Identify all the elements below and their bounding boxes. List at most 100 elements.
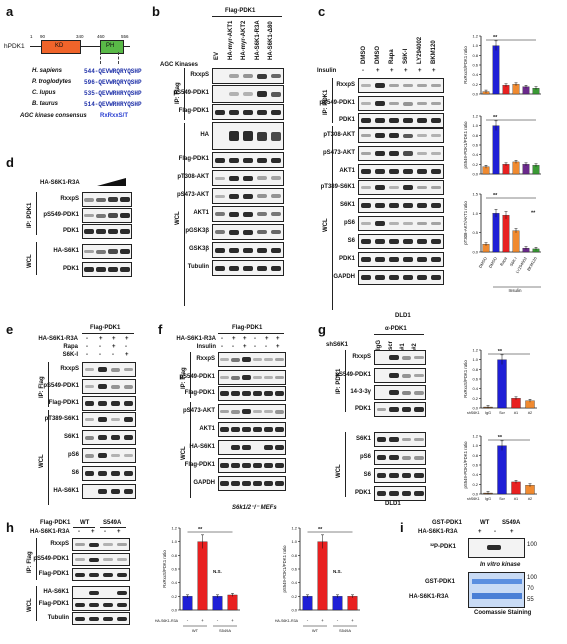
blot-band	[242, 391, 251, 396]
blot-row-label: 14-3-3γ	[350, 388, 371, 395]
blot-row-label: Tubulin	[187, 264, 209, 270]
blot-band	[231, 375, 240, 380]
blot-band	[264, 391, 273, 396]
y-tick-label: 0.0	[472, 92, 478, 97]
blot-band	[388, 239, 400, 244]
bar-chart: 0.0 0.2 0.4 0.6 0.8 1.0 1.2 pS549-PDK1/PDK1 rat…	[282, 526, 360, 613]
panel-letter-b: b	[152, 4, 160, 19]
blot-band	[374, 257, 386, 262]
blot-band	[256, 212, 268, 216]
blot-band	[120, 197, 130, 202]
c-insulin-sign: +	[404, 68, 408, 74]
blot-band	[360, 84, 372, 87]
bar-chart: 0.0 0.2 0.4 0.6 0.8 1.0 1.2 RxRxxS/PDK1 ratio **…	[162, 526, 240, 613]
x-sign: -	[187, 618, 189, 623]
blot-row	[82, 412, 136, 427]
blot-row	[218, 458, 286, 473]
ph-label: PH	[106, 43, 115, 49]
blot-band	[376, 455, 386, 460]
y-tick-label: 0.8	[472, 453, 478, 458]
y-tick-label: 1.2	[171, 526, 177, 531]
blot-row	[374, 385, 426, 400]
blot-band	[275, 481, 284, 486]
e-treatment-name: HA-S6K1-R3A	[38, 336, 78, 342]
sig-label: **	[493, 35, 498, 41]
blot-row	[82, 208, 132, 223]
blot-row-label: pS549-PDK1	[179, 373, 215, 380]
panel-letter-a: a	[6, 4, 14, 19]
blot-band	[374, 83, 386, 88]
blot-band	[256, 73, 268, 79]
blot-band	[416, 203, 428, 208]
blot-band	[88, 602, 100, 607]
blot-band	[414, 438, 424, 441]
blot-band	[416, 186, 428, 189]
ns-label: N.S.	[333, 569, 342, 574]
blot-band	[84, 418, 95, 421]
species-name: B. taurus	[32, 101, 59, 107]
blot-band	[401, 455, 411, 460]
f-ip-bracket	[190, 352, 191, 398]
blot-row	[374, 450, 426, 465]
blot-band	[270, 157, 282, 163]
blot-band	[120, 229, 130, 234]
blot-band	[389, 491, 399, 496]
x-sign: +	[351, 618, 354, 623]
pos-340: 340	[76, 34, 84, 39]
blot-row-label: Flag-PDK1	[178, 156, 209, 162]
blot-band	[116, 616, 128, 621]
e-ip-bracket	[48, 362, 49, 407]
blot-band	[96, 197, 106, 202]
blot-row-label: pT308-AKT	[323, 131, 355, 138]
h-wt-label: WT	[80, 520, 90, 526]
y-tick-label: 1.2	[472, 348, 478, 353]
blot-band	[360, 186, 372, 189]
f-treatment-sign: -	[254, 344, 256, 350]
blot-band	[231, 445, 240, 450]
blot-band	[84, 368, 95, 371]
blot-band	[228, 211, 240, 217]
blot-band	[402, 275, 414, 280]
blot-row-label: HA-S6K1	[53, 247, 79, 254]
blot-band	[214, 230, 226, 234]
blot-band	[102, 558, 114, 561]
blot-band	[402, 203, 414, 208]
sig-label: **	[318, 527, 323, 533]
y-tick-label: 1.0	[291, 539, 297, 544]
f-treatment-sign: -	[265, 344, 267, 350]
blot-band	[228, 265, 240, 271]
blot-band	[253, 481, 262, 486]
sig-label: **	[493, 115, 498, 121]
blot-band	[430, 186, 442, 189]
blot-row	[82, 262, 132, 277]
c-cell-line: DLD1	[395, 313, 411, 319]
blot-band	[74, 558, 86, 561]
blot-row	[358, 234, 444, 249]
blot-band	[97, 367, 108, 372]
blot-band	[389, 437, 399, 442]
blot-band	[242, 357, 251, 362]
h-ha-sign: +	[91, 529, 95, 535]
blot-row-label: HA-S6K1	[53, 487, 79, 494]
blot-row	[218, 476, 286, 491]
bar	[492, 125, 500, 175]
y-tick-label: 0.0	[472, 250, 478, 255]
blot-band	[123, 368, 134, 371]
blot-band	[430, 134, 442, 137]
e-treatment-name: S6K-I	[62, 352, 78, 358]
h-flag-label: Flag-PDK1	[40, 520, 71, 526]
b-lane-label: HA-S6K1-Δ80	[268, 21, 274, 60]
blot-band	[270, 247, 282, 253]
blot-band	[430, 169, 442, 174]
blot-row	[82, 430, 136, 445]
blot-row-label: S6K1	[355, 435, 371, 442]
blot-row	[212, 188, 284, 204]
blot-band	[228, 229, 240, 235]
blot-band	[374, 275, 386, 280]
blot-band	[253, 463, 262, 468]
y-tick-label: 0.6	[472, 377, 478, 382]
blot-band	[228, 193, 240, 199]
y-tick-label: 0.6	[472, 463, 478, 468]
blot-band	[388, 222, 400, 225]
h-ha-label: HA-S6K1-R3A	[30, 529, 70, 535]
